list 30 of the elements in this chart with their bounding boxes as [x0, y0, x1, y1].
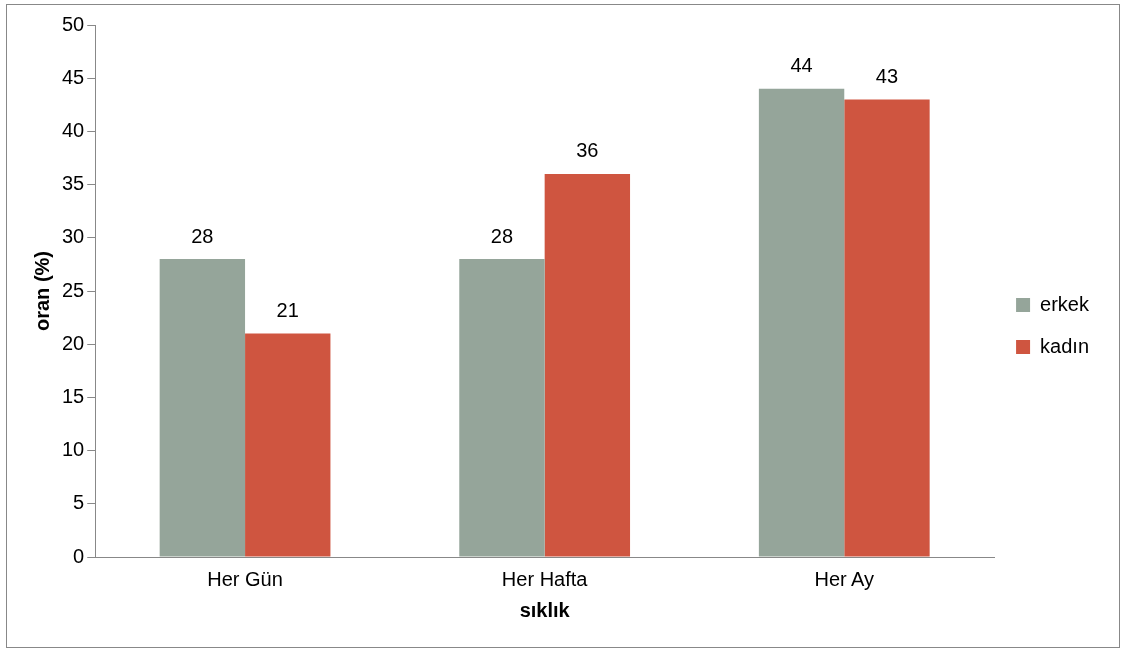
bar	[758, 88, 845, 557]
data-label: 28	[191, 224, 214, 247]
x-axis-title: sıklık	[519, 598, 571, 621]
y-tick-label: 0	[73, 544, 85, 567]
y-tick-label: 5	[73, 491, 85, 514]
y-tick-label: 30	[62, 225, 85, 248]
bar	[459, 259, 545, 557]
y-tick-label: 40	[62, 118, 85, 141]
data-label: 36	[576, 139, 599, 162]
data-label: 43	[875, 65, 899, 87]
data-label: 21	[276, 299, 299, 322]
y-tick-label: 10	[62, 438, 85, 461]
bar	[844, 99, 930, 557]
x-tick-label: Her Ay	[814, 567, 875, 590]
bar	[159, 259, 246, 557]
y-axis-title: oran (%)	[30, 251, 53, 331]
data-label: 28	[490, 224, 514, 247]
y-tick-label: 25	[62, 278, 85, 301]
y-tick-label: 45	[62, 65, 85, 88]
data-label: 44	[790, 54, 813, 77]
y-tick-label: 50	[62, 12, 85, 35]
y-tick-label: 20	[62, 331, 85, 354]
y-tick-label: 15	[62, 384, 85, 407]
x-tick-label: Her Hafta	[501, 567, 589, 590]
y-tick-label: 35	[62, 172, 85, 195]
legend-label: kadın	[1040, 334, 1090, 357]
x-tick-label: Her Gün	[207, 567, 283, 590]
legend-label: erkek	[1040, 292, 1090, 315]
bar	[245, 333, 331, 557]
bar	[544, 173, 631, 557]
